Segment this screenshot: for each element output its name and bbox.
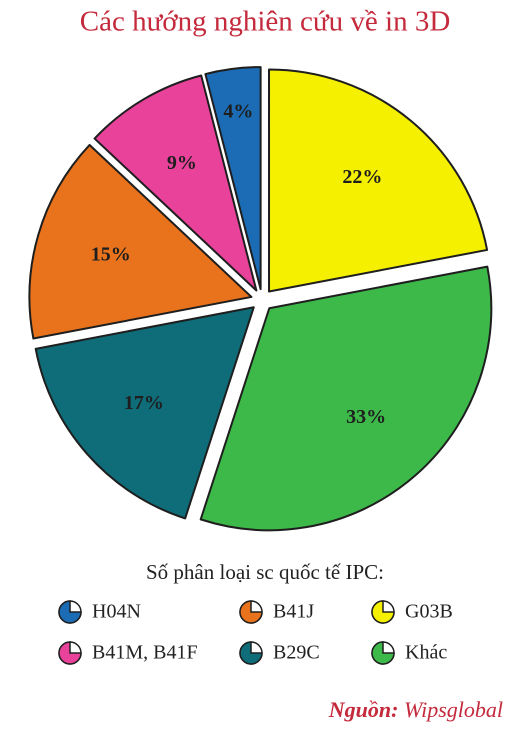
pie-slice <box>199 265 493 532</box>
source-label: Nguồn: <box>328 697 399 722</box>
legend-icon <box>239 600 263 624</box>
chart-title: Các hướng nghiên cứu về in 3D <box>80 6 451 38</box>
legend-label: B41M, B41F <box>92 642 198 664</box>
legend-label: G03B <box>405 601 453 623</box>
pie-slice <box>268 68 489 293</box>
pie-slice <box>28 143 253 340</box>
value-label: 22% <box>342 166 382 188</box>
legend-icon <box>58 600 82 624</box>
value-label: 4% <box>223 100 253 122</box>
value-label: 15% <box>91 244 131 266</box>
value-label: 9% <box>167 152 197 174</box>
source-name: Wipsglobal <box>404 697 503 722</box>
legend-label: H04N <box>92 601 141 623</box>
legend-label: B29C <box>273 642 320 664</box>
legend-label: Khác <box>405 642 447 664</box>
legend-icon <box>239 641 263 665</box>
source: Nguồn: Wipsglobal <box>328 697 503 722</box>
legend-icon <box>371 641 395 665</box>
pie-slice <box>93 74 258 292</box>
legend-icon <box>58 641 82 665</box>
pie-slice <box>34 306 255 520</box>
pie-slice <box>204 66 262 291</box>
legend-label: B41J <box>273 601 314 623</box>
legend-icon <box>371 600 395 624</box>
value-label: 17% <box>124 392 164 414</box>
legend-title: Số phân loại sc quốc tế IPC: <box>146 560 384 584</box>
value-label: 33% <box>346 406 386 428</box>
